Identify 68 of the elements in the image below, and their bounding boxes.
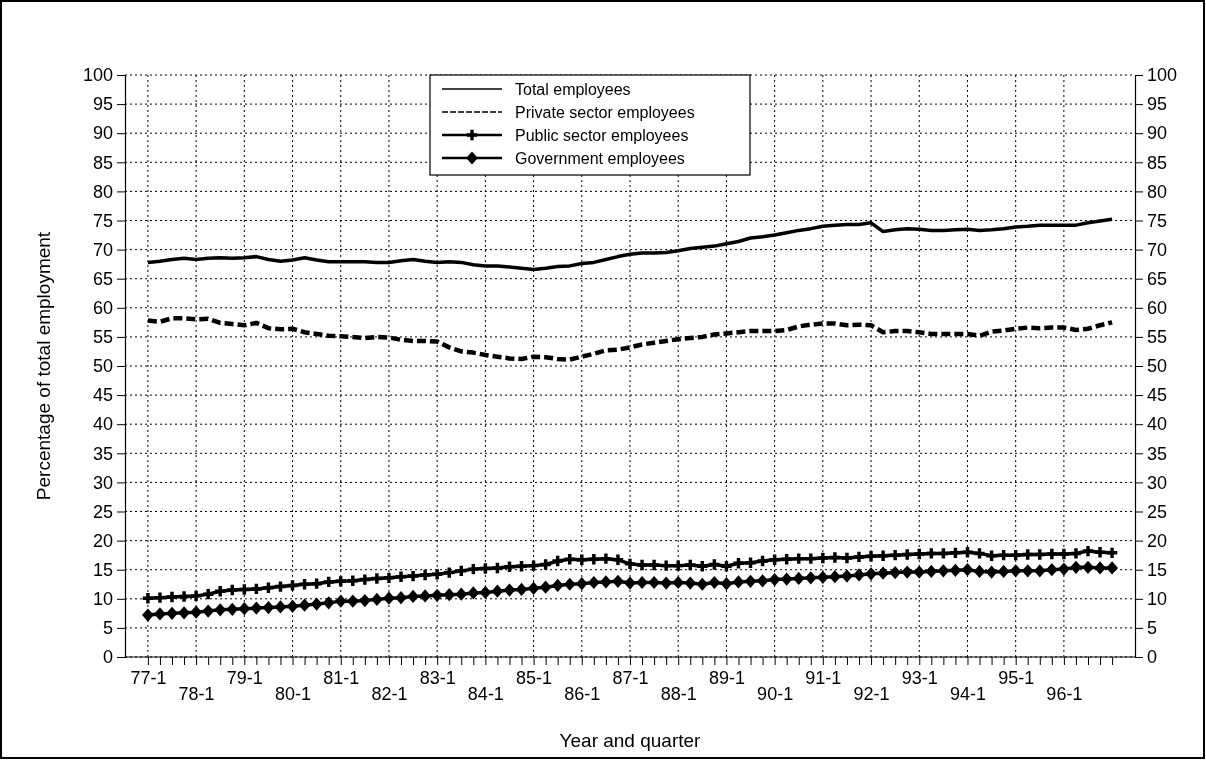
y-tick-label: 95 <box>92 94 113 115</box>
y2-tick-label: 60 <box>1147 298 1168 319</box>
x-tick-label: 77-1 <box>130 667 167 688</box>
y2-tick-label: 75 <box>1147 210 1168 231</box>
x-tick-label: 87-1 <box>612 667 649 688</box>
y2-tick-label: 95 <box>1147 94 1168 115</box>
x-tick-label: 88-1 <box>660 683 697 704</box>
legend-label: Private sector employees <box>515 104 695 121</box>
x-tick-label: 89-1 <box>708 667 745 688</box>
y2-tick-label: 50 <box>1147 356 1168 377</box>
y2-tick-label: 100 <box>1147 65 1178 86</box>
y-tick-label: 60 <box>92 298 113 319</box>
y2-tick-label: 10 <box>1147 589 1168 610</box>
y-tick-label: 0 <box>102 647 113 668</box>
y2-tick-label: 0 <box>1147 647 1158 668</box>
y-tick-label: 40 <box>92 414 113 435</box>
x-tick-label: 85-1 <box>516 667 553 688</box>
legend-label: Government employees <box>515 150 685 167</box>
x-tick-label: 95-1 <box>998 667 1035 688</box>
y2-tick-label: 45 <box>1147 385 1168 406</box>
x-axis-title: Year and quarter <box>559 730 702 751</box>
y-tick-label: 100 <box>82 65 113 86</box>
y2-tick-label: 40 <box>1147 414 1168 435</box>
y-tick-label: 85 <box>92 152 113 173</box>
y2-tick-label: 80 <box>1147 181 1168 202</box>
x-tick-label: 84-1 <box>467 683 504 704</box>
y2-tick-label: 55 <box>1147 327 1168 348</box>
x-tick-label: 86-1 <box>564 683 601 704</box>
x-tick-label: 81-1 <box>323 667 360 688</box>
y-tick-label: 45 <box>92 385 113 406</box>
y2-tick-label: 65 <box>1147 268 1168 289</box>
y-tick-label: 70 <box>92 239 113 260</box>
y2-tick-label: 35 <box>1147 443 1168 464</box>
y2-tick-label: 25 <box>1147 501 1168 522</box>
y-tick-label: 55 <box>92 327 113 348</box>
x-tick-label: 92-1 <box>853 683 890 704</box>
y-tick-label: 75 <box>92 210 113 231</box>
y-tick-label: 25 <box>92 501 113 522</box>
y-tick-label: 65 <box>92 268 113 289</box>
y-tick-label: 50 <box>92 356 113 377</box>
y-axis-title: Percentage of total employment <box>33 231 54 501</box>
y-tick-label: 5 <box>102 618 113 639</box>
y-tick-label: 20 <box>92 530 113 551</box>
x-tick-label: 93-1 <box>901 667 938 688</box>
x-tick-label: 91-1 <box>805 667 842 688</box>
y-tick-label: 10 <box>92 589 113 610</box>
y-tick-label: 35 <box>92 443 113 464</box>
x-tick-label: 94-1 <box>949 683 986 704</box>
x-tick-label: 80-1 <box>275 683 312 704</box>
y-tick-label: 80 <box>92 181 113 202</box>
legend-label: Public sector employees <box>515 127 689 144</box>
x-tick-label: 83-1 <box>419 667 456 688</box>
y2-tick-label: 85 <box>1147 152 1168 173</box>
y2-tick-label: 5 <box>1147 618 1158 639</box>
x-tick-label: 79-1 <box>226 667 263 688</box>
y2-tick-label: 70 <box>1147 239 1168 260</box>
x-tick-label: 96-1 <box>1046 683 1083 704</box>
x-tick-label: 78-1 <box>178 683 215 704</box>
x-tick-label: 82-1 <box>371 683 408 704</box>
legend-label: Total employees <box>515 81 631 98</box>
y-tick-label: 30 <box>92 472 113 493</box>
y2-tick-label: 90 <box>1147 123 1168 144</box>
y2-tick-label: 30 <box>1147 472 1168 493</box>
y-tick-label: 15 <box>92 559 113 580</box>
x-tick-label: 90-1 <box>757 683 794 704</box>
y2-tick-label: 15 <box>1147 559 1168 580</box>
y2-tick-label: 20 <box>1147 530 1168 551</box>
y-tick-label: 90 <box>92 123 113 144</box>
